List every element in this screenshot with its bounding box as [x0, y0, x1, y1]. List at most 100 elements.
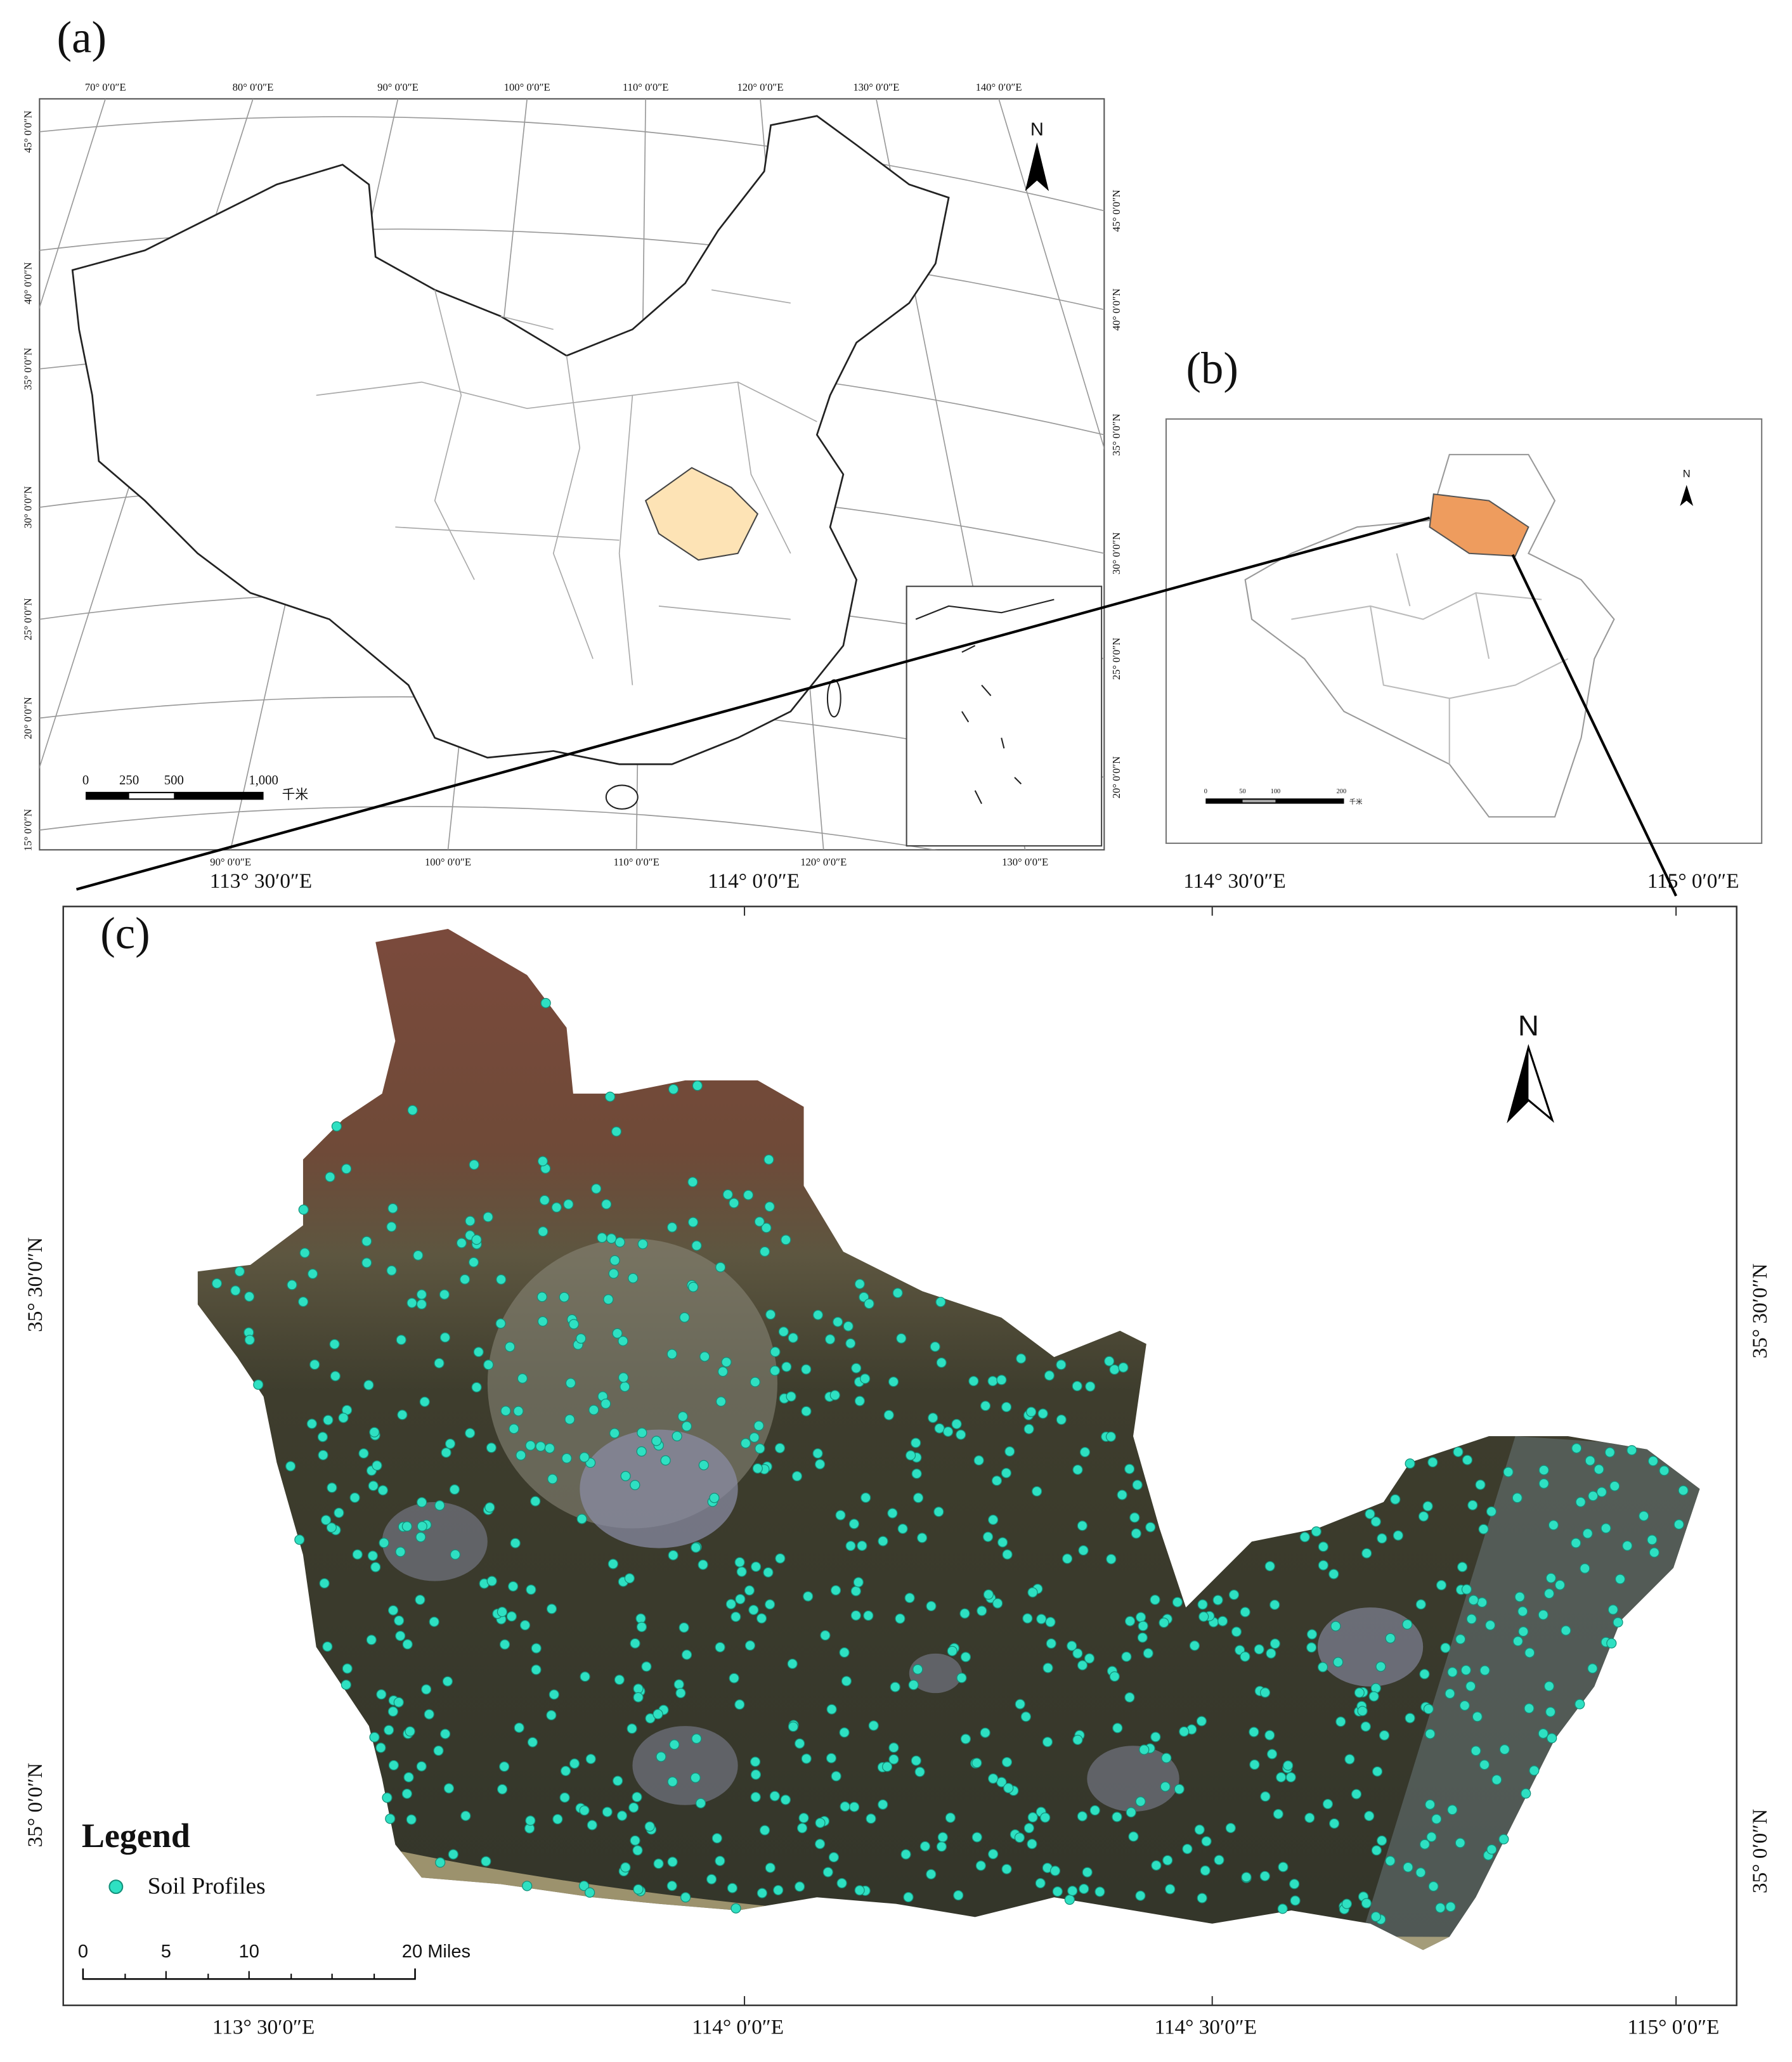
meridian [39, 98, 107, 309]
soil-profile [1118, 1362, 1129, 1373]
soil-profile [1472, 1711, 1483, 1722]
label: 10 [239, 1942, 259, 1962]
soil-profile [385, 1813, 396, 1824]
scale-ticks [124, 1971, 375, 1980]
soil-profile [395, 1546, 406, 1557]
soil-profile [1545, 1572, 1557, 1583]
soil-profile [417, 1521, 427, 1532]
soil-profile [1341, 1898, 1352, 1909]
soil-profile [1647, 1534, 1658, 1545]
soil-profile [1196, 1716, 1207, 1727]
soil-profile [486, 1443, 497, 1453]
soil-profile [911, 1469, 922, 1479]
soil-profile [1514, 1592, 1525, 1602]
soil-profile [1042, 1737, 1053, 1748]
soil-profile [637, 1238, 648, 1250]
soil-profile [379, 1538, 389, 1548]
soil-profile [1471, 1746, 1481, 1756]
soil-profile [1001, 1864, 1012, 1874]
soil-profile [514, 1722, 524, 1733]
soil-profile [1159, 1618, 1169, 1628]
soil-profile [1461, 1584, 1472, 1595]
soil-profile [987, 1376, 998, 1387]
soil-profile [1137, 1632, 1148, 1643]
soil-profile [384, 1725, 394, 1735]
soil-profile [729, 1673, 739, 1683]
soil-profile [892, 1287, 903, 1299]
soil-profile [630, 1638, 640, 1649]
soil-profile [1422, 1501, 1433, 1512]
soil-profile [740, 1438, 751, 1449]
soil-profile [434, 1500, 445, 1511]
soil-profile [1403, 1862, 1413, 1872]
soil-profile [1468, 1595, 1479, 1605]
soil-profile [1016, 1353, 1027, 1364]
soil-profile [1486, 1844, 1497, 1855]
soil-profile [681, 1421, 692, 1432]
soil-profile [1121, 1651, 1132, 1662]
label: 30° 0′0″N [1110, 532, 1122, 574]
soil-profile [1037, 1408, 1048, 1419]
soil-profile [1072, 1464, 1083, 1475]
soil-profile [1052, 1886, 1063, 1897]
label: 114° 30′0″E [1183, 869, 1285, 893]
soil-profile [1165, 1884, 1176, 1895]
soil-profile [326, 1522, 337, 1533]
soil-profile [833, 1316, 843, 1327]
soil-profile [781, 1235, 791, 1245]
soil-profile [1571, 1538, 1581, 1548]
soil-profile [469, 1159, 479, 1170]
soil-profile [1390, 1494, 1401, 1505]
soil-profile [749, 1432, 760, 1443]
soil-profile [1249, 1759, 1260, 1770]
soil-profile [1613, 1617, 1623, 1628]
soil-profile [546, 1604, 557, 1614]
soil-profile [1201, 1836, 1212, 1847]
province-borders [316, 289, 817, 685]
soil-profile [695, 1798, 706, 1808]
soil-profile [369, 1427, 380, 1437]
soil-profile [754, 1216, 765, 1227]
soil-profile [900, 1849, 911, 1860]
soil-profile [1405, 1458, 1415, 1469]
soil-profile [366, 1635, 377, 1645]
soil-profile [1385, 1633, 1396, 1644]
soil-profile [1427, 1457, 1438, 1468]
soil-profile [1217, 1616, 1228, 1626]
label: 20° 0′0″N [22, 697, 34, 739]
soil-profile [460, 1810, 471, 1821]
soil-profile [1418, 1511, 1429, 1522]
soil-profile [1112, 1812, 1122, 1822]
soil-profile [1001, 1401, 1012, 1413]
soil-profile [361, 1236, 372, 1247]
soil-profile [1330, 1621, 1341, 1631]
soil-profile [416, 1289, 427, 1300]
soil-profile [616, 1810, 628, 1821]
soil-profile [1072, 1380, 1082, 1392]
soil-profile [1543, 1681, 1555, 1692]
soil-profile [845, 1540, 856, 1552]
soil-profile [375, 1742, 386, 1753]
soil-profile [433, 1745, 444, 1756]
soil-profile [613, 1775, 623, 1786]
soil-profile [1200, 1865, 1211, 1876]
soil-profile [1285, 1772, 1296, 1783]
soil-profile [1046, 1638, 1056, 1649]
soil-profile [756, 1888, 767, 1898]
soil-profile [386, 1221, 397, 1232]
soil-profile [814, 1459, 826, 1470]
soil-profile [959, 1608, 970, 1619]
soil-profile [903, 1891, 914, 1903]
soil-profile [667, 1857, 678, 1867]
soil-profile [968, 1376, 979, 1387]
soil-profile [406, 1297, 417, 1308]
soil-profile [854, 1278, 865, 1290]
soil-profile [618, 1335, 628, 1347]
soil-profile [735, 1593, 746, 1605]
soil-profile [1306, 1642, 1317, 1653]
soil-profile [1453, 1446, 1464, 1458]
soil-profile [1521, 1788, 1531, 1799]
soil-profile [853, 1577, 864, 1588]
soil-profile [765, 1309, 776, 1320]
soil-profile [839, 1647, 850, 1658]
